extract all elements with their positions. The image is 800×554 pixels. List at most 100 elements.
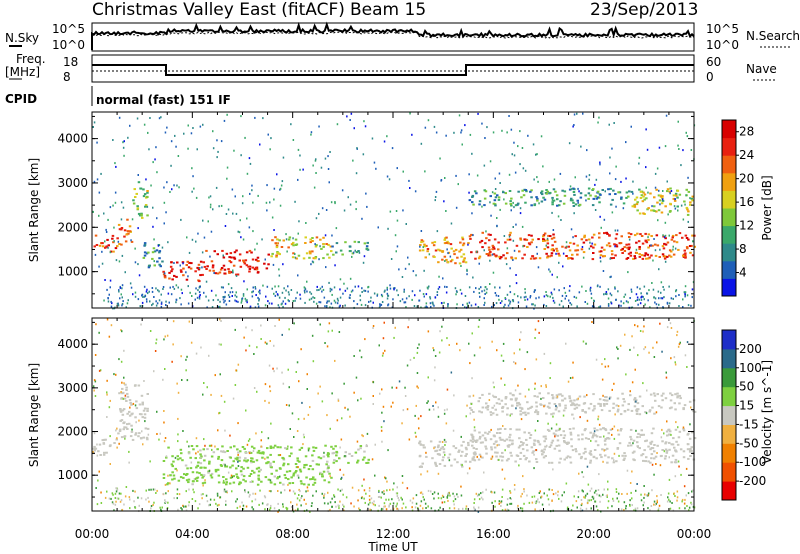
noise-panel: N.Sky 10^5 10^0 10^5 10^0 N.Search (5, 21, 800, 52)
echo-band-5 (205, 249, 270, 276)
noise-search-label: N.Search (746, 29, 800, 43)
velocity-panel: 1000 2000 3000 4000 Slant Range [km] (27, 317, 697, 513)
velocity-colorbar-label: Velocity [m s^-1] (760, 360, 774, 464)
colorbar-segment (722, 424, 736, 444)
colorbar-tick-label: -100 (739, 455, 766, 469)
time-tick-label: 08:00 (275, 527, 310, 541)
nave-label: Nave (746, 62, 777, 76)
colorbar-segment (722, 120, 736, 139)
power-heatmap (92, 112, 696, 310)
time-axis: 00:00 04:00 08:00 12:00 16:00 20:00 00:00 (75, 112, 712, 541)
velocity-ylabel: Slant Range [km] (27, 363, 41, 467)
colorbar-tick-label: 200 (739, 342, 762, 356)
beam-label: Beam 15 (350, 0, 426, 20)
colorbar-segment (722, 462, 736, 482)
time-tick-label: 04:00 (175, 527, 210, 541)
y-tick-label: 3000 (57, 381, 88, 395)
colorbar-tick-label: 4 (739, 266, 747, 280)
colorbar-segment (722, 260, 736, 279)
power-colorbar-label: Power [dB] (760, 175, 774, 240)
colorbar-tick-label: 16 (739, 195, 754, 209)
y-tick-label: 2000 (57, 425, 88, 439)
frequency-trace (92, 64, 694, 76)
power-ylabel: Slant Range [km] (27, 158, 41, 262)
freq-left-tick-top: 18 (63, 55, 78, 69)
echo-band-2 (132, 181, 149, 219)
noise-left-tick-bottom: 10^0 (52, 38, 85, 52)
time-tick-label: 16:00 (476, 527, 511, 541)
colorbar-tick-label: 28 (739, 125, 754, 139)
freq-label-line1: Freq. (16, 52, 46, 66)
scatter-noise (92, 112, 696, 310)
colorbar-segment (722, 443, 736, 463)
echo-band-1 (117, 218, 134, 246)
echo-band-11 (631, 187, 694, 216)
velocity-heatmap (92, 318, 697, 513)
colorbar-segment (722, 386, 736, 407)
y-tick-label: 2000 (57, 220, 88, 234)
power-panel: 1000 2000 3000 4000 Slant Range [km] (27, 111, 696, 310)
echo-band-6 (270, 236, 333, 260)
colorbar-segment (722, 155, 736, 174)
cpid-value: normal (fast) 151 IF (96, 93, 231, 107)
y-tick-label: 1000 (57, 468, 88, 482)
velocity-colorbar: 200 100 50 15 -15 -50 -100 -200 (721, 329, 766, 501)
colorbar-segment (722, 190, 736, 209)
colorbar-segment (722, 208, 736, 227)
echo-band-2 (162, 444, 333, 486)
y-tick-label: 4000 (57, 132, 88, 146)
echo-band-10 (468, 187, 634, 207)
colorbar-tick-label: 50 (739, 380, 754, 394)
colorbar-segment (722, 243, 736, 262)
colorbar-segment (722, 225, 736, 244)
y-tick-label: 3000 (57, 176, 88, 190)
frequency-panel: Freq. [MHz] 18 8 60 0 Nave (5, 52, 777, 84)
colorbar-tick-label: 12 (739, 219, 754, 233)
colorbar-tick-label: -200 (739, 474, 766, 488)
echo-band-7 (331, 240, 370, 256)
nave-right-tick-top: 60 (706, 55, 721, 69)
noise-right-tick-top: 10^5 (706, 22, 739, 36)
echo-band-4 (162, 260, 207, 283)
figure-title: Christmas Valley East (fitACF) (92, 0, 345, 20)
echo-band-5 (469, 427, 697, 464)
freq-left-tick-bottom: 8 (63, 70, 71, 84)
colorbar-tick-label: 8 (739, 242, 747, 256)
y-tick-label: 4000 (57, 337, 88, 351)
time-tick-label: 00:00 (677, 527, 712, 541)
colorbar-segment (722, 172, 736, 191)
echo-band-1 (117, 383, 150, 441)
echo-band-4 (418, 440, 470, 468)
colorbar-tick-label: 24 (739, 148, 754, 162)
echo-band-0 (92, 438, 118, 456)
colorbar-segment (722, 348, 736, 369)
power-colorbar: 28 24 20 16 12 8 4 (721, 119, 754, 297)
noise-right-tick-bottom: 10^0 (706, 38, 739, 52)
colorbar-segment (722, 330, 736, 350)
near-range-clutter (104, 488, 696, 513)
noise-left-tick-top: 10^5 (52, 22, 85, 36)
colorbar-segment (722, 481, 736, 501)
colorbar-tick-label: 15 (739, 399, 754, 413)
colorbar-segment (722, 278, 736, 297)
nave-right-tick-bottom: 0 (706, 70, 714, 84)
echo-band-9 (468, 231, 696, 261)
echo-band-8 (418, 236, 470, 265)
colorbar-tick-label: -15 (739, 417, 759, 431)
colorbar-tick-label: 20 (739, 172, 754, 186)
time-tick-label: 20:00 (576, 527, 611, 541)
freq-label-line2: [MHz] (5, 65, 40, 79)
time-axis-label: Time UT (367, 540, 418, 554)
cpid-label: CPID (5, 92, 37, 106)
time-tick-label: 00:00 (75, 527, 110, 541)
noise-sky-label: N.Sky (5, 31, 39, 45)
time-tick-label: 12:00 (376, 527, 411, 541)
colorbar-tick-label: 100 (739, 361, 762, 375)
colorbar-segment (722, 137, 736, 156)
cpid-panel: CPID normal (fast) 151 IF (5, 86, 231, 107)
colorbar-segment (722, 405, 736, 425)
scatter-noise (92, 318, 695, 513)
y-tick-label: 1000 (57, 265, 88, 279)
colorbar-segment (722, 367, 736, 388)
